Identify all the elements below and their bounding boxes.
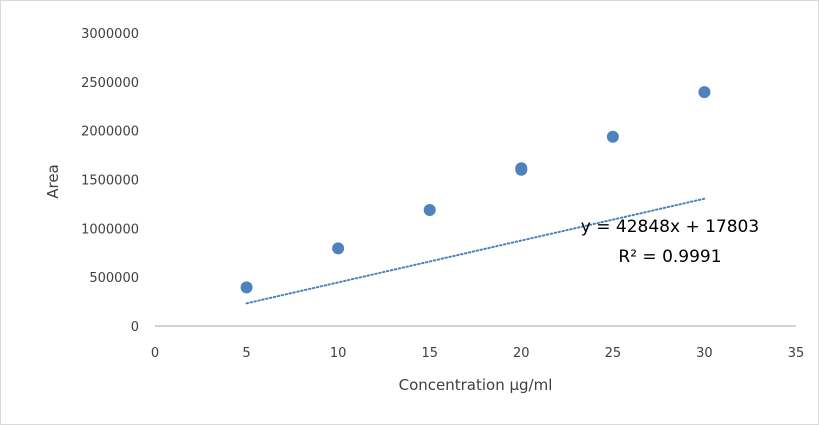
y-tick-label: 2500000 bbox=[81, 76, 139, 91]
x-tick-label: 30 bbox=[696, 346, 713, 361]
x-tick-label: 5 bbox=[242, 346, 250, 361]
x-tick-label: 0 bbox=[151, 346, 159, 361]
r-squared-label: R² = 0.9991 bbox=[618, 247, 721, 267]
x-axis-title: Concentration µg/ml bbox=[399, 376, 553, 394]
data-point bbox=[423, 203, 436, 216]
y-tick-label: 0 bbox=[131, 320, 139, 335]
data-point bbox=[240, 281, 253, 294]
y-tick-label: 1500000 bbox=[81, 174, 139, 189]
y-axis-title: Area bbox=[44, 164, 62, 199]
y-tick-label: 1000000 bbox=[81, 222, 139, 237]
data-point bbox=[515, 162, 528, 175]
data-points bbox=[240, 86, 711, 294]
data-point bbox=[698, 86, 711, 99]
x-tick-label: 35 bbox=[788, 346, 805, 361]
y-tick-label: 2000000 bbox=[81, 125, 139, 140]
y-tick-label: 3000000 bbox=[81, 27, 139, 42]
trendline-group bbox=[245, 197, 706, 305]
x-tick-label: 25 bbox=[605, 346, 622, 361]
data-point bbox=[606, 130, 619, 143]
data-point bbox=[332, 242, 345, 255]
trendline-equation: y = 42848x + 17803 bbox=[581, 217, 759, 237]
trendline bbox=[245, 197, 706, 305]
y-tick-label: 500000 bbox=[89, 271, 139, 286]
x-tick-labels: 0 5 10 15 20 25 30 35 bbox=[151, 346, 804, 361]
x-tick-label: 15 bbox=[421, 346, 438, 361]
y-tick-labels: 0 500000 1000000 1500000 2000000 2500000 30000… bbox=[81, 27, 139, 335]
x-tick-label: 20 bbox=[513, 346, 530, 361]
x-tick-label: 10 bbox=[330, 346, 347, 361]
